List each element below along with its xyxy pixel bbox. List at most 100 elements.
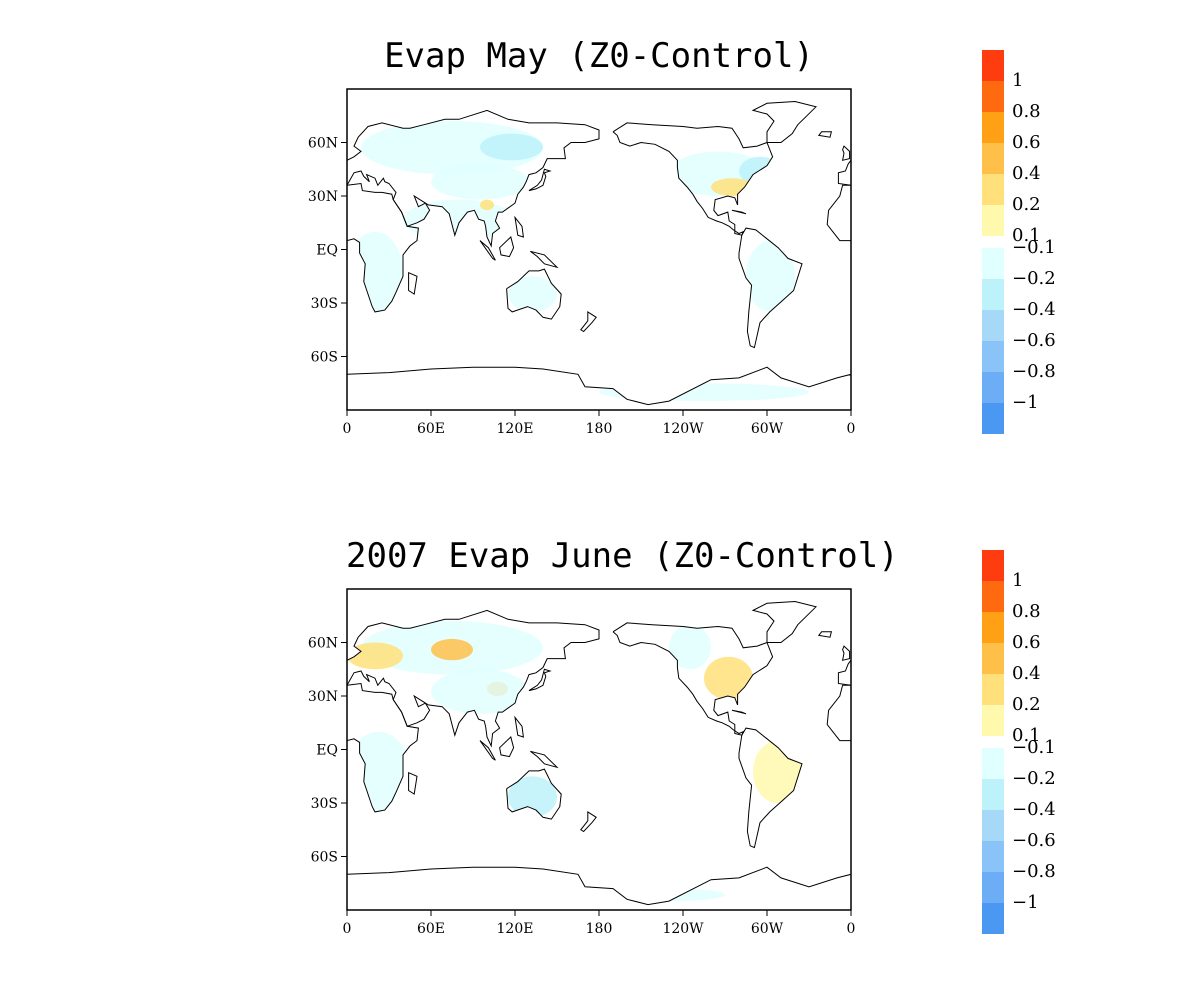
coastline	[347, 682, 419, 813]
colorbar-swatch	[982, 143, 1004, 174]
island-newzealand	[580, 810, 597, 833]
land-westafrica	[827, 185, 851, 241]
colorbar-label: −1	[1012, 392, 1039, 413]
land-greenland	[753, 601, 816, 643]
colorbar: 1 0.8 0.6 0.4 0.2 0.1−0.1 −0.2 −0.4 −0.6 −0.8 −1	[982, 550, 1056, 934]
evap-anomaly-region	[480, 199, 494, 211]
x-tick-label: 120E	[497, 921, 534, 937]
island-newguinea	[530, 750, 559, 769]
island-cuba	[731, 709, 747, 715]
land-westeurope	[838, 660, 851, 686]
land-westafrica	[827, 685, 851, 741]
colorbar-label: −0.2	[1012, 268, 1056, 289]
evap-anomaly-region	[599, 383, 809, 402]
colorbar-label: 0.1	[1012, 725, 1041, 746]
coastline	[612, 622, 774, 736]
colorbar-label: 0.1	[1012, 225, 1041, 246]
evap-anomaly-region	[480, 133, 543, 161]
colorbar-label: −0.6	[1012, 330, 1056, 351]
colorbar-swatch	[982, 403, 1004, 434]
evap-anomaly-region	[627, 888, 725, 901]
colorbar-swatch	[982, 112, 1004, 143]
evap-anomaly-region	[347, 642, 403, 670]
island-sumatra	[479, 740, 496, 761]
x-tick-label: 120E	[497, 421, 534, 437]
land-namerica	[613, 622, 773, 736]
colorbar-label: 1	[1012, 570, 1023, 591]
evap-anomaly-region	[508, 276, 557, 312]
island-newguinea	[530, 250, 559, 269]
x-tick-label: 0	[847, 421, 856, 437]
coastline	[837, 659, 851, 686]
colorbar-swatch	[982, 279, 1004, 310]
coastline	[506, 268, 562, 320]
x-tick-label: 180	[586, 921, 613, 937]
panel-title: 2007 Evap June (Z0-Control)	[346, 536, 899, 576]
map-panel-june: 2007 Evap June (Z0-Control) 0 60E 120E 180 1…	[0, 500, 1200, 1000]
island-sumatra	[479, 240, 496, 261]
colorbar-swatch	[982, 341, 1004, 372]
colorbar-label: 1	[1012, 70, 1023, 91]
colorbar-label: −0.1	[1012, 737, 1056, 758]
y-tick-label: 60N	[308, 636, 338, 652]
colorbar-swatch	[982, 310, 1004, 341]
island-iceland	[817, 631, 833, 638]
evap-map: 0 60E 120E 180 120W 60W 0 60N 30N EQ 30S 60S 1 0.8 0.6…	[308, 550, 1056, 937]
colorbar-swatch	[982, 550, 1004, 581]
y-tick-label: EQ	[316, 243, 338, 259]
colorbar-swatch	[982, 841, 1004, 872]
y-tick-label: 30N	[308, 189, 338, 205]
evap-anomaly-region	[431, 669, 529, 714]
coastline	[751, 100, 817, 143]
colorbar-swatch	[982, 174, 1004, 205]
x-tick-label: 120W	[662, 421, 704, 437]
colorbar-swatch	[982, 674, 1004, 705]
y-tick-label: EQ	[316, 743, 338, 759]
colorbar-swatch	[982, 748, 1004, 779]
colorbar-label: 0.8	[1012, 101, 1041, 122]
colorbar-swatch	[982, 810, 1004, 841]
evap-anomaly-region	[361, 121, 543, 175]
land-greenland	[753, 101, 816, 143]
island-uk	[841, 145, 851, 161]
island-madagascar	[408, 271, 418, 295]
colorbar-swatch	[982, 248, 1004, 279]
panel-title: Evap May (Z0-Control)	[384, 36, 814, 76]
evap-anomaly-region	[431, 638, 473, 661]
coastline	[347, 366, 851, 410]
colorbar-swatch	[982, 50, 1004, 81]
island-borneo	[499, 236, 515, 258]
colorbar-label: 0.4	[1012, 163, 1041, 184]
island-japan	[528, 168, 552, 192]
map-panel-may: Evap May (Z0-Control) 0 60E 120E 180 120W 60W…	[308, 36, 1056, 437]
island-newzealand	[580, 310, 597, 333]
colorbar-label: −1	[1012, 892, 1039, 913]
colorbar-label: 0.6	[1012, 132, 1041, 153]
colorbar-swatch	[982, 643, 1004, 674]
colorbar-label: −0.2	[1012, 768, 1056, 789]
evap-anomaly-region	[347, 231, 403, 312]
colorbar: 1 0.8 0.6 0.4 0.2 0.1−0.1 −0.2 −0.4 −0.6 −0.8 −1	[982, 50, 1056, 434]
coastline	[612, 122, 774, 236]
x-tick-label: 60W	[751, 421, 784, 437]
x-tick-label: 120W	[662, 921, 704, 937]
colorbar-label: −0.4	[1012, 299, 1056, 320]
island-philippines	[514, 215, 524, 238]
coastline	[826, 184, 851, 242]
colorbar-swatch	[982, 81, 1004, 112]
colorbar-swatch	[982, 903, 1004, 934]
island-uk	[841, 645, 851, 661]
colorbar-swatch	[982, 372, 1004, 403]
evap-map: 0 60E 120E 180 120W 60W 0 60N 30N EQ 30S 60S 1 0.8 0.6…	[308, 50, 1056, 437]
colorbar-swatch	[982, 612, 1004, 643]
y-tick-label: 60N	[308, 136, 338, 152]
coastline	[506, 768, 562, 820]
coastline	[738, 227, 803, 349]
coastline	[738, 727, 803, 849]
colorbar-swatch	[982, 872, 1004, 903]
land-antarctica	[347, 867, 851, 910]
colorbar-label: −0.1	[1012, 237, 1056, 258]
colorbar-label: 0.4	[1012, 663, 1041, 684]
evap-anomaly-region	[753, 740, 802, 803]
colorbar-swatch	[982, 205, 1004, 236]
